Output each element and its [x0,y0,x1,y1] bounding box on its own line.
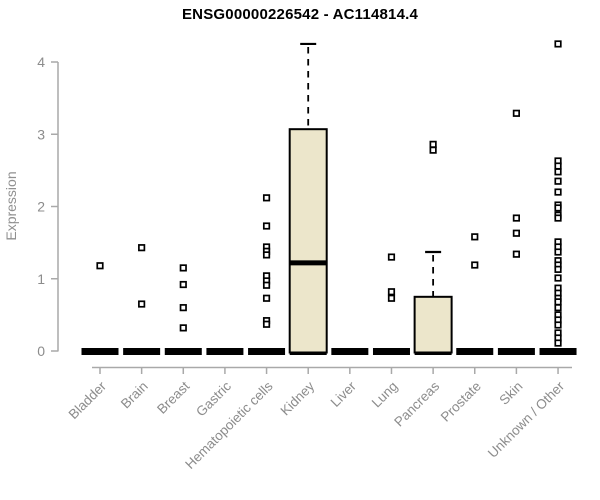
x-axis-label-breast: Breast [154,378,192,416]
outlier-point [429,146,437,154]
outlier-point [554,304,562,312]
zero-bar-breast [164,348,202,355]
outlier-point [512,109,521,117]
outlier-point [96,262,104,270]
zero-bar-unknown-other [539,348,577,355]
outlier-point [554,40,562,48]
box-kidney [288,128,328,354]
outlier-point [262,251,271,259]
outlier-point [554,204,562,212]
zero-bar-gastric [206,348,244,355]
outlier-point [262,281,271,289]
zero-bar-lung [372,348,410,355]
zero-bar-brain [123,348,161,355]
x-axis-label-gastric: Gastric [193,378,234,419]
outlier-point [554,248,562,256]
y-tick-label: 3 [37,126,45,142]
outlier-point [554,214,562,222]
outlier-point [554,188,562,196]
outlier-point [512,214,521,222]
outlier-point [387,253,396,261]
outlier-point [179,304,187,312]
outlier-point [512,229,521,237]
x-axis-label-lung: Lung [369,379,401,411]
y-tick-label: 0 [37,343,45,359]
outlier-point [471,233,479,241]
zero-bar-hematopoietic-cells [248,348,286,355]
outlier-point [512,250,521,258]
outlier-point [262,294,271,302]
x-axis-label-pancreas: Pancreas [391,378,442,429]
outlier-point [554,339,562,347]
outlier-point [554,265,562,273]
outlier-point [262,194,271,202]
x-axis-label-brain: Brain [118,379,151,412]
median-line-kidney [289,260,327,266]
outlier-point [179,280,187,289]
outlier-point [387,294,396,302]
box-pancreas [413,295,453,354]
outlier-point [554,162,562,170]
outlier-point [387,288,396,296]
x-axis-label-liver: Liver [328,378,360,410]
outlier-point [554,168,562,176]
chart-title: ENSG00000226542 - AC114814.4 [181,6,419,23]
zero-bar-liver [331,348,369,355]
outlier-point [138,244,146,252]
outlier-point [554,177,562,185]
outlier-point [262,320,271,328]
zero-bar-bladder [81,348,119,355]
outlier-point [554,321,562,329]
outlier-point [429,140,437,148]
outlier-point [138,300,146,308]
zero-bar-skin [497,348,535,355]
y-tick-label: 4 [37,54,45,70]
outlier-point [554,298,562,306]
y-tick-label: 2 [37,199,45,215]
x-axis-label-bladder: Bladder [66,378,110,422]
outlier-point [554,274,562,282]
outlier-point [179,264,187,272]
outlier-point [179,324,187,332]
x-axis-label-kidney: Kidney [278,378,318,418]
x-axis-label-skin: Skin [496,379,525,408]
zero-bar-prostate [456,348,494,355]
outlier-point [262,222,271,230]
x-axis-label-prostate: Prostate [438,379,484,425]
y-tick-label: 1 [37,271,45,287]
x-axis-label-unknown-other: Unknown / Other [485,378,568,461]
outlier-point [471,261,479,269]
